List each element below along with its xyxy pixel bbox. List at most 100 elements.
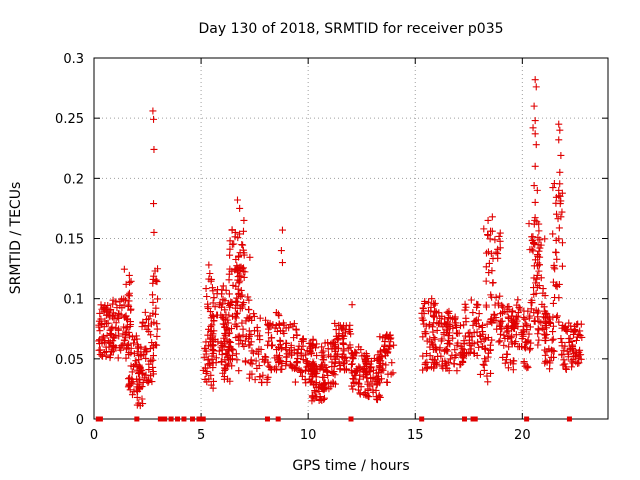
data-point [519,326,527,334]
data-point [509,323,517,331]
data-point [334,336,342,344]
data-point [524,363,532,371]
data-point [264,329,272,337]
data-point [297,352,305,360]
data-point [256,314,264,322]
data-point [488,213,496,221]
data-point [445,336,452,344]
data-point [240,216,248,224]
y-tick-label: 0.25 [55,112,84,127]
data-point [108,313,116,321]
data-point [309,361,317,369]
data-point [570,328,578,336]
data-point [474,338,482,346]
data-point [428,295,436,303]
data-point [442,320,450,328]
data-point [540,303,548,311]
data-point [301,367,309,375]
data-point [526,312,534,320]
data-point [335,344,343,352]
data-point [535,261,543,269]
data-point [277,247,285,255]
data-point [226,251,234,259]
data-point [361,356,369,364]
data-point [256,332,264,340]
data-point [96,346,104,354]
data-point [553,312,561,320]
data-point [124,291,132,299]
data-point [126,374,134,382]
data-point [201,364,209,372]
data-point [222,286,230,294]
data-point [290,334,298,342]
zero-data-point [97,416,103,422]
data-point [377,368,385,376]
data-point [469,321,477,329]
data-point [239,331,247,339]
data-point [507,334,515,342]
data-point [217,343,225,351]
data-point [276,327,284,335]
data-point [319,347,327,355]
data-point [478,324,486,332]
data-point [494,250,502,258]
data-point [556,200,564,208]
data-point [241,268,249,276]
data-point [208,321,216,329]
data-point [349,374,357,382]
data-point [218,358,226,366]
data-point [489,279,497,287]
data-point [292,364,300,372]
data-point [246,359,254,367]
data-point [535,317,543,325]
data-point [535,336,543,344]
data-point [152,304,160,312]
data-point [529,247,537,255]
data-point [309,372,317,380]
data-point [340,345,348,353]
data-point [475,310,483,318]
data-point [149,291,156,299]
data-point [426,352,434,360]
data-point [508,308,516,316]
data-point [122,312,130,320]
data-point [235,340,243,348]
data-point [445,307,453,315]
data-point [238,241,246,249]
data-point [202,285,210,293]
data-point [242,358,250,366]
data-point [127,344,135,352]
data-point [209,332,217,340]
data-point [138,395,146,403]
data-point [555,235,563,243]
data-point [512,338,520,346]
data-point [531,76,539,84]
data-point [235,367,243,375]
data-point [233,301,241,309]
data-point [549,347,557,355]
data-point [553,255,561,263]
data-point [449,334,457,342]
data-point [473,316,481,324]
zero-data-point [157,416,163,422]
data-point [126,279,134,287]
data-point [424,307,432,315]
data-point [144,379,152,387]
data-point [476,370,484,378]
data-point [474,301,482,309]
data-point [339,332,347,340]
data-point [536,236,544,244]
data-point [329,369,337,377]
data-point [549,328,557,336]
data-point [549,230,557,238]
data-point [331,359,339,367]
data-point [323,367,331,375]
data-point [259,371,267,379]
data-point [219,320,227,328]
data-point [349,354,357,362]
data-point [149,363,157,371]
data-point [98,305,106,313]
data-point [427,303,435,311]
y-tick-label: 0.15 [55,233,84,248]
